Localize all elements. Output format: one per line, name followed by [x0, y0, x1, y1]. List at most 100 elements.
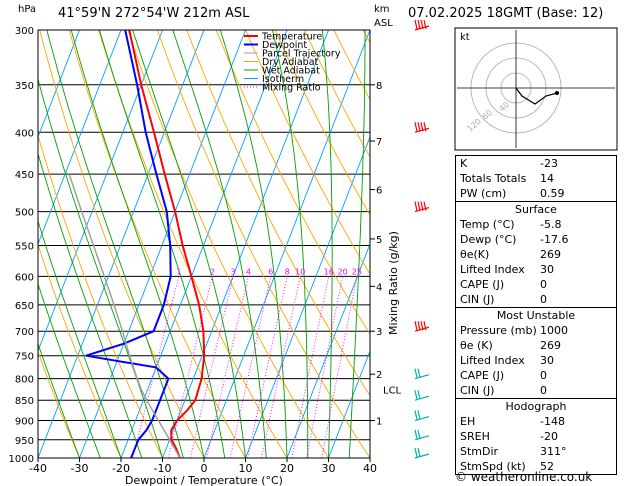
mu-value: 0: [540, 369, 547, 382]
mixing-ratio-line: [167, 276, 213, 458]
mixing-ratio-label: 25: [352, 267, 362, 276]
hodo-label: StmSpd (kt): [460, 460, 526, 473]
hodograph-frame: [454, 27, 618, 151]
surface-label: CAPE (J): [460, 278, 505, 291]
wind-barb-staff: [414, 435, 430, 441]
mu-label: θe (K): [460, 339, 493, 352]
location-label: 41°59'N 272°54'W 212m ASL: [58, 6, 250, 21]
mixing-ratio-label: 16: [324, 267, 334, 276]
isotherm-line: [38, 30, 205, 458]
wet-adiabat-line: [38, 342, 80, 458]
wind-barb-flag: [417, 321, 421, 331]
hodo-label: StmDir: [460, 445, 499, 458]
wind-barb-flag: [414, 122, 418, 132]
dry-adiabat-line: [127, 30, 329, 458]
isotherm-line: [38, 30, 163, 353]
mixing-ratio-line: [261, 276, 301, 458]
dry-adiabat-line: [245, 30, 370, 275]
legend-label: Parcel Trajectory: [262, 49, 341, 60]
dry-adiabat-line: [215, 30, 370, 336]
wet-adiabat-line: [272, 30, 309, 458]
wet-adiabat-line: [38, 77, 163, 458]
surface-rows: Temp (°C) -5.8 Dewp (°C) -17.6 θe(K) 269 Lifte…: [456, 217, 616, 307]
wind-barb-flag: [414, 321, 418, 331]
isotherm-line: [245, 135, 370, 458]
wind-barb: [414, 390, 430, 401]
mu-value: 0: [540, 384, 547, 397]
pressure-tick-label: 950: [15, 436, 34, 447]
tt-value: 14: [540, 172, 554, 185]
pressure-tick-label: 300: [15, 26, 34, 37]
x-tick-label: 20: [280, 462, 294, 475]
mu-label: CAPE (J): [460, 369, 505, 382]
mu-label: Lifted Index: [460, 354, 525, 367]
x-tick-label: -30: [71, 462, 89, 475]
wind-barb-flag: [423, 19, 427, 30]
x-tick-label: 0: [201, 462, 208, 475]
surface-value: 269: [540, 248, 561, 261]
mu-rows: Pressure (mb) 1000 θe (K) 269 Lifted Index 30…: [456, 323, 616, 398]
indices-panel: K -23 Totals Totals 14 PW (cm) 0.59 Surface…: [455, 155, 617, 475]
pressure-tick-label: 600: [15, 272, 34, 283]
height-tick-label: 8: [376, 81, 382, 92]
wind-barb-flag: [417, 201, 421, 211]
k-value: -23: [540, 157, 558, 170]
mixing-ratio-line: [321, 276, 358, 458]
x-tick-label: 40: [363, 462, 377, 475]
dry-adiabat-line: [38, 350, 80, 458]
surface-label: Temp (°C): [460, 218, 515, 231]
wind-barb: [414, 429, 430, 441]
wind-barb-staff: [414, 374, 430, 380]
mixing-ratio-line: [132, 276, 180, 458]
hodo-label: SREH: [460, 430, 490, 443]
wind-barb-flag: [417, 19, 421, 30]
isotherm-line: [328, 349, 370, 458]
height-unit-label-2: ASL: [374, 18, 393, 29]
surface-row: CAPE (J) 0: [456, 277, 616, 292]
height-tick-label: 6: [376, 186, 382, 197]
mixing-ratio-label: 1: [176, 267, 181, 276]
mixing-ratio-axis-title: Mixing Ratio (g/kg): [387, 231, 400, 335]
surface-label: Dewp (°C): [460, 233, 517, 246]
series-dewpoint: [85, 30, 172, 458]
dry-adiabat-line: [98, 30, 288, 458]
height-tick-label: 7: [376, 137, 382, 148]
wind-barb: [414, 447, 430, 459]
wind-barb-flag: [417, 122, 421, 132]
isotherm-line: [38, 30, 122, 246]
hodo-value: 311°: [540, 445, 567, 458]
wet-adiabat-line: [70, 30, 205, 458]
wind-barb-flag: [414, 201, 418, 211]
wind-barb-staff: [414, 453, 430, 459]
pw-value: 0.59: [540, 187, 565, 200]
surface-row: CIN (J) 0: [456, 292, 616, 307]
pressure-tick-label: 500: [15, 208, 34, 219]
mixing-ratio-line: [306, 276, 344, 458]
legend-label: Temperature: [261, 32, 322, 43]
surface-row: Temp (°C) -5.8: [456, 217, 616, 232]
mu-value: 1000: [540, 324, 568, 337]
wind-barb-flag: [417, 390, 421, 400]
x-tick-label: -40: [29, 462, 47, 475]
legend-label: Mixing Ratio: [262, 83, 321, 94]
hodo-value: -148: [540, 415, 565, 428]
surface-title: Surface: [456, 201, 616, 217]
legend-label: Dewpoint: [262, 40, 307, 51]
pressure-tick-label: 700: [15, 327, 34, 338]
surface-label: CIN (J): [460, 293, 495, 306]
series-temperature: [128, 30, 206, 458]
surface-label: θe(K): [460, 248, 490, 261]
mu-row: θe (K) 269: [456, 338, 616, 353]
mixing-ratio-label: 2: [210, 267, 215, 276]
x-axis-title: Dewpoint / Temperature (°C): [125, 474, 283, 486]
lcl-label: LCL: [383, 386, 402, 397]
x-tick-label: 30: [322, 462, 336, 475]
pressure-tick-label: 850: [15, 396, 34, 407]
wind-barb-staff: [414, 127, 430, 133]
height-unit-label: km: [374, 4, 390, 15]
dry-adiabat-line: [38, 243, 122, 458]
surface-value: -5.8: [540, 218, 562, 231]
mixing-ratio-label: 10: [295, 267, 305, 276]
surface-value: 30: [540, 263, 554, 276]
hodo-rows: EH -148 SREH -20 StmDir 311° StmSpd (kt) 52: [456, 414, 616, 474]
